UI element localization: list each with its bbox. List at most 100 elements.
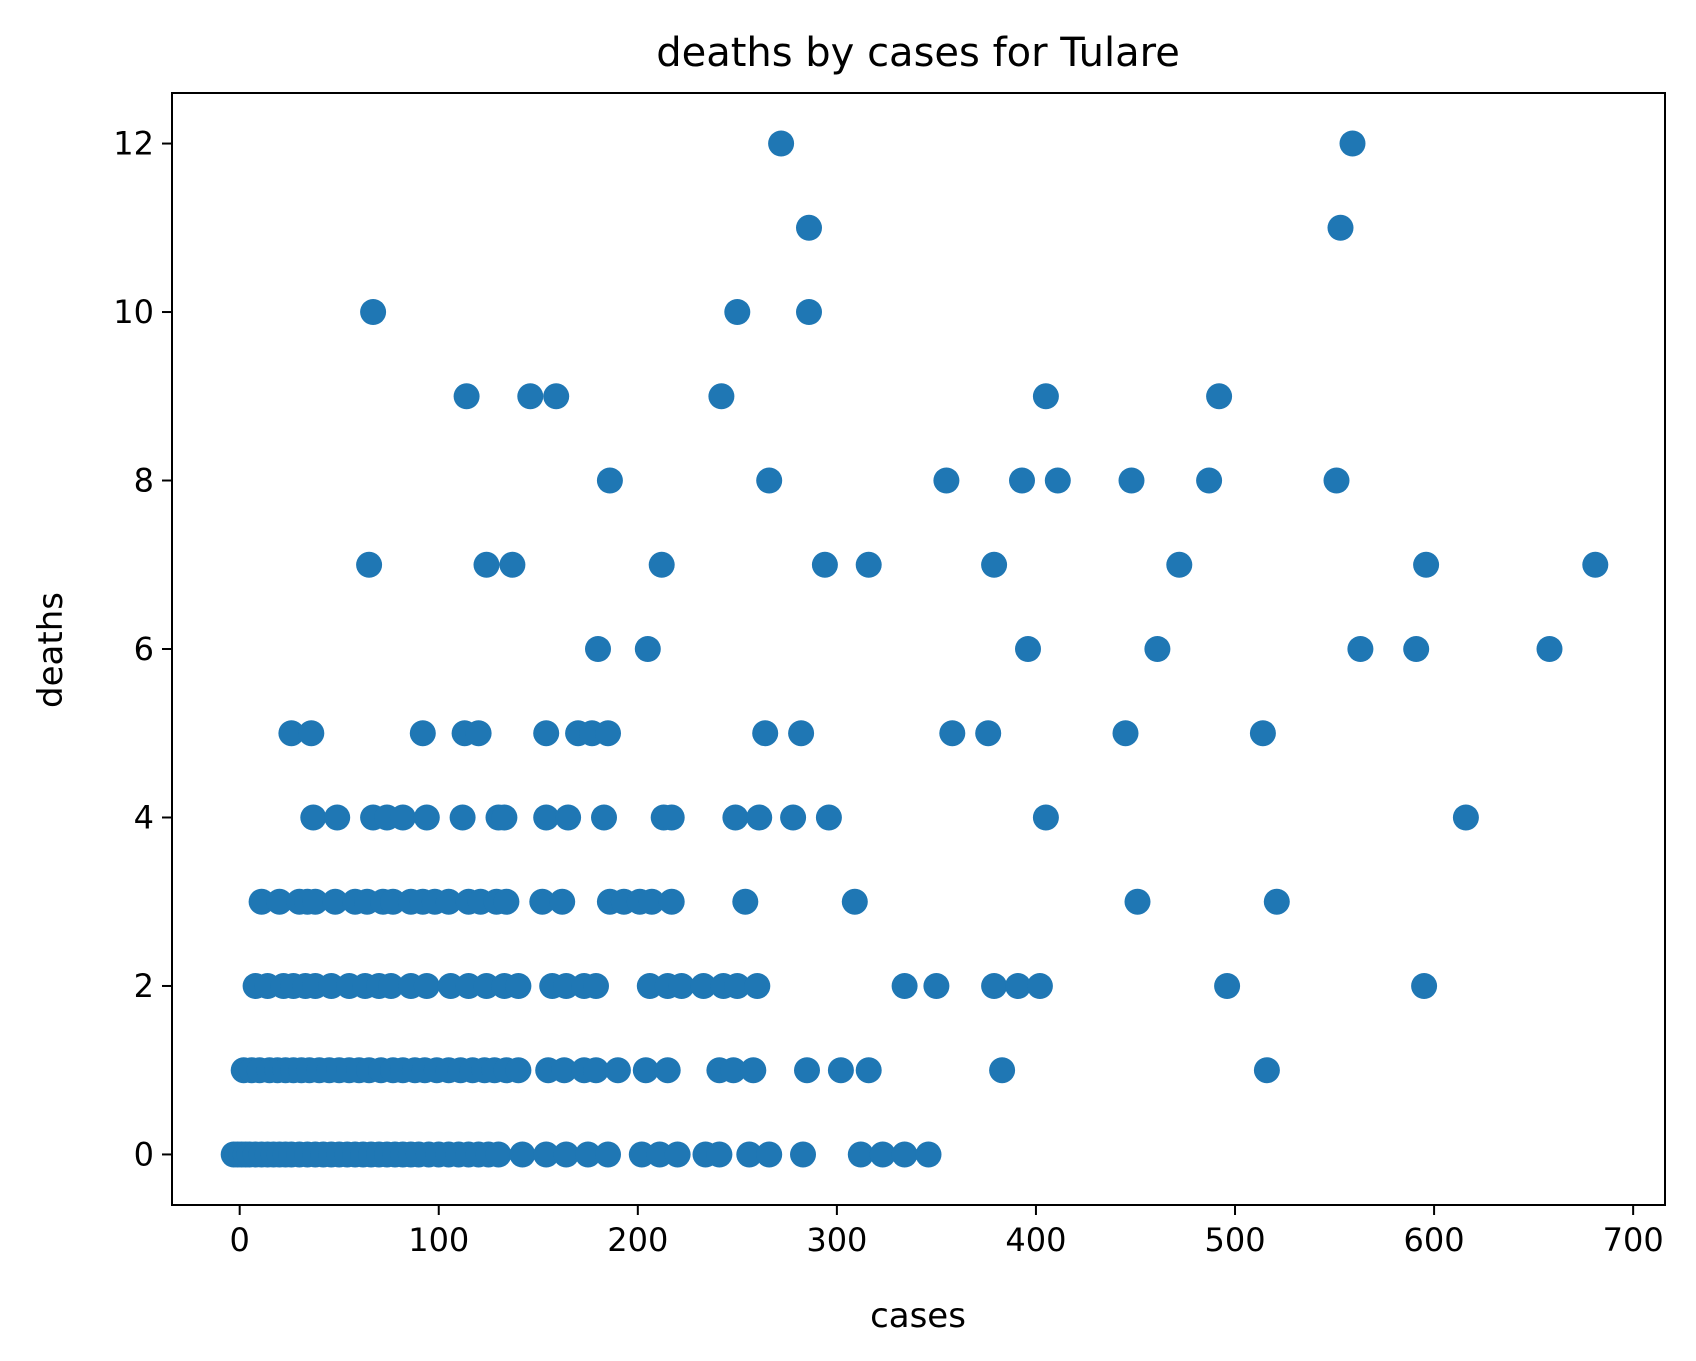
- data-point: [788, 720, 815, 747]
- data-point: [1323, 467, 1350, 494]
- data-point: [302, 888, 329, 915]
- data-point: [690, 973, 717, 999]
- y-axis-label: deaths: [31, 592, 71, 708]
- data-point: [1214, 973, 1241, 999]
- data-point: [543, 383, 570, 410]
- data-point: [449, 804, 476, 831]
- data-point: [1452, 804, 1479, 831]
- data-point: [1032, 383, 1059, 410]
- data-point: [815, 804, 842, 831]
- data-point: [1144, 636, 1171, 662]
- data-point: [505, 1057, 532, 1084]
- data-point: [1413, 551, 1440, 578]
- data-point: [553, 1141, 580, 1168]
- data-point: [756, 1141, 783, 1168]
- data-point: [248, 888, 275, 915]
- data-point: [740, 1057, 767, 1084]
- data-point: [855, 1057, 882, 1084]
- data-point: [505, 973, 532, 999]
- data-point: [1536, 636, 1563, 662]
- data-point: [509, 1141, 536, 1168]
- data-point: [533, 804, 560, 831]
- x-axis-label: cases: [870, 1296, 966, 1336]
- data-point: [989, 1057, 1016, 1084]
- data-point: [553, 973, 580, 999]
- plot-frame: [171, 92, 1666, 1206]
- data-point: [551, 1057, 578, 1084]
- data-point: [939, 720, 966, 747]
- data-point: [453, 383, 480, 410]
- data-point: [658, 888, 685, 915]
- data-point: [318, 973, 345, 999]
- data-point: [628, 1141, 655, 1168]
- data-point: [1196, 467, 1223, 494]
- y-tick-label: 12: [113, 125, 154, 163]
- x-tick-label: 400: [1005, 1221, 1066, 1259]
- data-point: [549, 888, 576, 915]
- data-point: [658, 804, 685, 831]
- data-point: [1005, 973, 1031, 999]
- data-point: [595, 1141, 621, 1168]
- data-point: [668, 973, 695, 999]
- y-tick-label: 8: [134, 462, 154, 500]
- data-point: [981, 973, 1008, 999]
- data-point: [278, 720, 305, 747]
- data-point: [1118, 467, 1145, 494]
- data-point: [591, 804, 617, 831]
- data-point: [356, 551, 383, 578]
- data-point: [517, 383, 544, 410]
- data-point: [1347, 636, 1374, 662]
- data-point: [491, 804, 518, 831]
- data-point: [1327, 214, 1354, 241]
- x-tick-label: 600: [1404, 1221, 1465, 1259]
- data-point: [915, 1141, 942, 1168]
- data-point: [555, 804, 582, 831]
- chart-title: deaths by cases for Tulare: [656, 30, 1180, 76]
- data-point: [648, 551, 675, 578]
- x-tick-label: 100: [408, 1221, 469, 1259]
- data-point: [473, 973, 500, 999]
- data-point: [1411, 973, 1438, 999]
- x-tick-label: 700: [1603, 1221, 1664, 1259]
- data-point: [1403, 636, 1430, 662]
- data-point: [1249, 720, 1276, 747]
- data-point: [722, 804, 749, 831]
- data-point: [796, 299, 822, 325]
- data-point: [413, 973, 440, 999]
- data-point: [1112, 720, 1139, 747]
- data-point: [575, 1141, 601, 1168]
- data-point: [975, 720, 1002, 747]
- data-point: [796, 214, 822, 241]
- y-tick-label: 2: [134, 967, 154, 1005]
- data-point: [322, 888, 349, 915]
- data-point: [654, 1057, 681, 1084]
- data-point: [724, 299, 751, 325]
- data-point: [981, 551, 1008, 578]
- data-point: [380, 888, 406, 915]
- data-point: [646, 1141, 673, 1168]
- data-point: [413, 804, 440, 831]
- data-point: [583, 1057, 609, 1084]
- data-point: [1263, 888, 1290, 915]
- x-tick-label: 0: [230, 1221, 250, 1259]
- data-point: [604, 1057, 631, 1084]
- data-point: [855, 551, 882, 578]
- data-point: [708, 383, 735, 410]
- data-point: [529, 888, 556, 915]
- data-point: [634, 636, 661, 662]
- data-point: [847, 1141, 874, 1168]
- data-point: [596, 467, 623, 494]
- y-tick-label: 0: [134, 1135, 154, 1173]
- data-point: [409, 720, 436, 747]
- data-point: [533, 720, 560, 747]
- data-point: [891, 973, 918, 999]
- y-tick-label: 6: [134, 630, 154, 668]
- data-point: [636, 973, 663, 999]
- x-tick-label: 500: [1204, 1221, 1265, 1259]
- data-point: [756, 467, 783, 494]
- data-point: [638, 888, 665, 915]
- data-point: [595, 720, 621, 747]
- data-point: [298, 720, 325, 747]
